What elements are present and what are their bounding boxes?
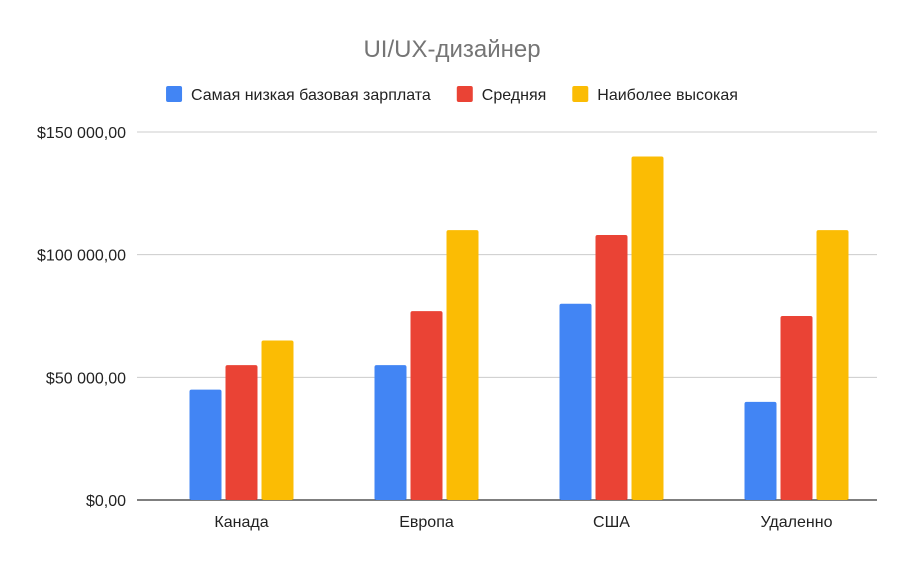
bars xyxy=(189,156,849,501)
x-tick-label: Удаленно xyxy=(761,514,833,531)
legend: Самая низкая базовая зарплата Средняя Наиб… xyxy=(166,86,738,104)
x-tick-label: США xyxy=(593,514,630,531)
legend-item: Наиболее высокая xyxy=(572,86,738,104)
y-tick-label: $0,00 xyxy=(86,493,126,510)
bar xyxy=(446,230,479,500)
y-axis: $0,00 $50 000,00 $100 000,00 $150 000,00 xyxy=(37,125,126,510)
x-tick-label: Европа xyxy=(399,514,454,531)
legend-swatch xyxy=(456,86,473,102)
bar xyxy=(225,365,258,500)
bar xyxy=(744,401,777,500)
bar xyxy=(261,340,294,500)
y-tick-label: $50 000,00 xyxy=(46,370,126,387)
y-tick-label: $150 000,00 xyxy=(37,125,126,142)
bar xyxy=(595,235,628,501)
legend-label: Средняя xyxy=(482,87,547,104)
legend-label: Самая низкая базовая зарплата xyxy=(191,87,431,104)
legend-label: Наиболее высокая xyxy=(597,87,738,104)
bar xyxy=(816,230,849,500)
bar xyxy=(374,365,407,500)
x-axis: Канада Европа США Удаленно xyxy=(214,514,832,531)
bar xyxy=(189,389,222,500)
x-tick-label: Канада xyxy=(214,514,268,531)
bar xyxy=(410,311,443,500)
legend-swatch xyxy=(166,86,183,102)
y-tick-label: $100 000,00 xyxy=(37,248,126,265)
bar xyxy=(631,156,664,501)
bar xyxy=(780,316,813,500)
bar xyxy=(559,303,592,500)
chart-title: UI/UX-дизайнер xyxy=(363,36,540,63)
legend-item: Самая низкая базовая зарплата xyxy=(166,86,431,104)
legend-item: Средняя xyxy=(456,86,547,104)
legend-swatch xyxy=(572,86,589,102)
